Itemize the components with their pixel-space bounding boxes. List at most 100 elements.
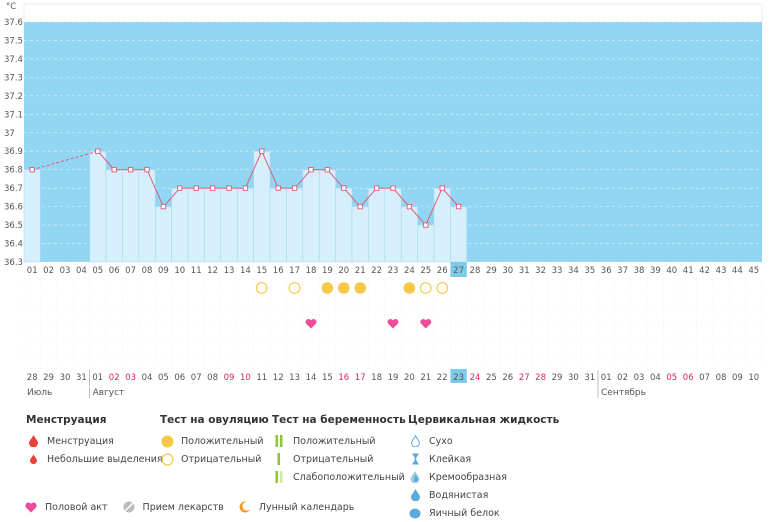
legend-item: Положительный [160,432,269,450]
cycle-day-label: 02 [43,266,54,276]
cycle-day-label: 04 [76,266,87,276]
legend-item: Яичный белок [408,504,559,522]
ovulation-negative-icon [419,282,432,294]
legend-item: Менструация [26,432,163,450]
temperature-bar [302,169,320,263]
y-tick-label: 36.4 [4,240,23,250]
date-label: 15 [322,373,333,383]
cycle-day-label: 34 [568,266,579,276]
temperature-point [439,185,445,191]
cycle-day-axis: 01 02 03 04 05 06 07 08 09 10 11 12 13 14 15 16 17 18 19 20… [27,262,759,277]
temperature-point [144,167,150,173]
cycle-day-label: 35 [584,266,595,276]
cycle-day-label: 11 [191,266,202,276]
temperature-point [406,203,413,210]
date-label: 21 [420,373,431,383]
temperature-bar [171,187,189,263]
cycle-day-label: 33 [552,266,563,276]
date-label: 28 [535,373,546,383]
temperature-bar [269,187,287,263]
heart-icon [420,319,432,329]
date-label: 24 [470,373,481,383]
temperature-segment [261,151,279,189]
date-label: 07 [191,373,202,383]
creamy-drop-icon [408,470,422,484]
date-label: 04 [650,373,661,383]
symbol-grid [23,278,763,370]
month-label: Август [93,388,125,398]
cycle-day-label: 41 [683,266,694,276]
temperature-line [29,148,462,228]
date-label: 09 [224,373,235,383]
heart-icon [305,319,317,329]
legend-cervical-fluid: Цервикальная жидкость Сухо Клейкая Кремо… [408,414,559,522]
date-label: 09 [732,373,743,383]
temperature-segment [409,206,427,226]
legend-menstruation: Менструация Менструация Небольшие выделе… [26,414,163,468]
date-label: 30 [60,373,71,383]
temperature-bar [23,169,41,263]
date-label: 29 [43,373,54,383]
legend-item: Слабоположительный [272,468,406,486]
legend-item: Отрицательный [160,450,269,468]
temperature-point [177,185,183,191]
temperature-bar [335,187,353,263]
cycle-day-label: 31 [519,266,530,276]
legend-menstruation-title: Менструация [26,414,107,426]
date-label: 02 [109,373,120,383]
temperature-bar [417,224,435,263]
cycle-day-label: 14 [240,266,251,276]
cycle-day-label: 36 [601,266,612,276]
y-axis-unit: °C [6,2,16,12]
plot-top-margin [23,3,763,23]
heart-icon [387,319,399,329]
cycle-day-label: 43 [716,266,727,276]
cycle-day-label: 44 [732,266,743,276]
single-line-green-icon [272,452,286,466]
temperature-point [275,185,281,191]
temperature-point [95,148,101,154]
date-label: 22 [437,373,448,383]
date-label: 19 [388,373,399,383]
legend-item: Сухо [408,432,559,450]
ovulation-positive-icon [354,282,367,294]
cycle-day-label: 32 [535,266,546,276]
date-label: 06 [174,373,185,383]
temperature-bar [384,187,402,263]
cycle-day-label: 18 [306,266,317,276]
temperature-point [308,167,314,173]
legend-ovulation-test: Тест на овуляцию Положительный Отрицател… [160,414,269,468]
date-label: 06 [683,373,694,383]
date-label: 26 [502,373,513,383]
legend-pregnancy-title: Тест на беременность [272,414,406,426]
temperature-bar [204,187,222,263]
cycle-day-label: 09 [158,266,169,276]
cycle-day-label: 23 [388,266,399,276]
drop-blue-icon [408,488,422,502]
cycle-day-label: 20 [338,266,349,276]
cycle-day-label: 26 [437,266,448,276]
date-label: 17 [355,373,366,383]
date-label: 05 [666,373,677,383]
cycle-day-label: 42 [699,266,710,276]
temperature-bar [187,187,205,263]
sticky-icon [408,452,422,466]
temperature-segment [294,169,312,189]
double-line-light-green-icon [272,470,286,484]
drop-red-icon [26,434,40,448]
temperature-bar [400,206,418,263]
legend-bottom: Половой акт Прием лекарств Лунный календ… [24,500,368,514]
temperature-bar [89,150,107,263]
temperature-point [291,185,298,191]
cycle-day-label: 39 [650,266,661,276]
y-tick-label: 36.3 [4,258,23,268]
cycle-day-label: 24 [404,266,415,276]
cycle-day-label: 27 [453,266,464,276]
cycle-day-label: 17 [289,266,300,276]
y-tick-label: 36.8 [4,166,23,176]
legend-item: Прием лекарств [122,500,224,514]
date-label: 05 [158,373,169,383]
date-label: 30 [568,373,579,383]
y-tick-label: 36.5 [4,221,23,231]
date-label: 20 [404,373,415,383]
